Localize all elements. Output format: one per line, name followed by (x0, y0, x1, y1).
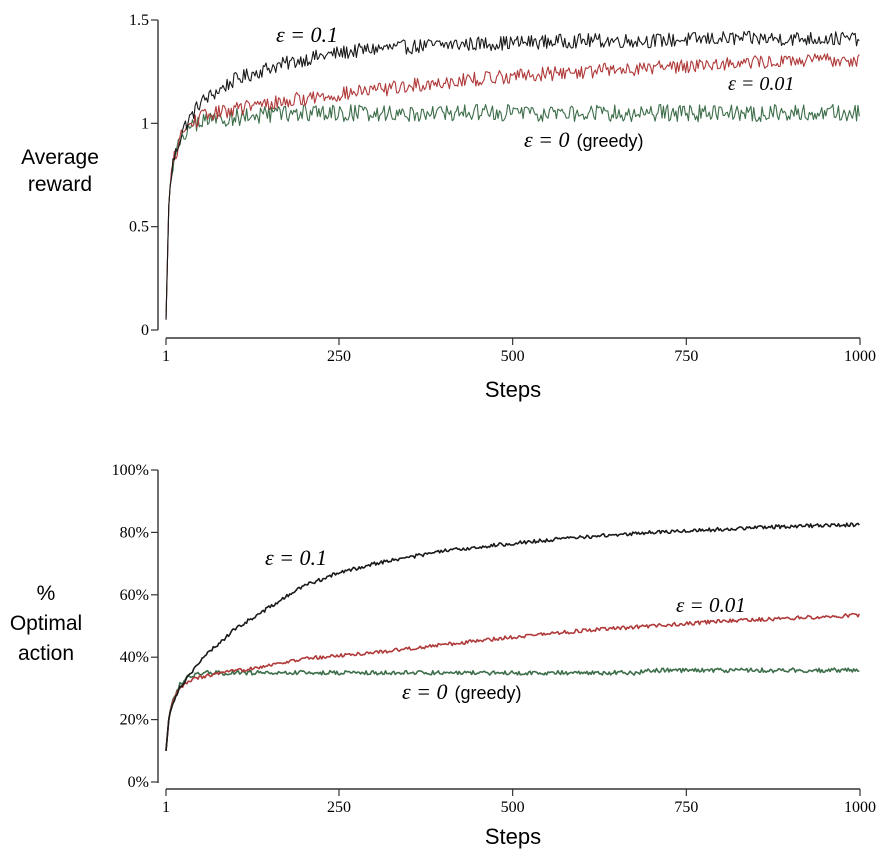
y-tick-label: 100% (112, 462, 149, 479)
series-label-eps-0.1: ε = 0.1 (265, 545, 327, 570)
x-tick-label: 750 (674, 348, 698, 365)
x-tick-label: 500 (501, 799, 525, 816)
x-tick-label: 750 (674, 799, 698, 816)
x-axis-label: Steps (485, 377, 541, 402)
series-line--0-01 (165, 53, 860, 320)
series-line--0-1 (165, 522, 860, 751)
x-axis-label: Steps (485, 824, 541, 849)
series-line--0-greedy- (165, 103, 860, 320)
y-tick-label: 80% (120, 524, 149, 541)
x-tick-label: 1000 (844, 799, 876, 816)
y-ticks: 0% 20% 40% 60% 80% 100% (112, 462, 158, 791)
series-label-eps-0.01: ε = 0.01 (676, 593, 746, 617)
y-tick-label: 40% (120, 649, 149, 666)
y-axis-label-line-2: reward (28, 173, 92, 196)
series-lines (165, 522, 861, 751)
y-axis-label-line-1: Average (21, 146, 99, 169)
average-reward-chart: 0 0.5 1 1.5 1 250 500 750 1000 Average reward S… (21, 12, 876, 402)
x-tick-label: 500 (501, 348, 525, 365)
y-ticks: 0 0.5 1 1.5 (129, 12, 158, 339)
series-label-eps-0.01: ε = 0.01 (728, 73, 794, 95)
series-label-eps-0.1: ε = 0.1 (276, 22, 338, 47)
y-axis-label-line-1: % (37, 582, 56, 605)
y-tick-label: 20% (120, 712, 149, 729)
y-axis-label-line-3: action (18, 642, 74, 665)
y-axis-label-line-2: Optimal (10, 612, 82, 635)
y-tick-label: 1 (141, 115, 149, 132)
series-line--0-01 (165, 612, 861, 751)
x-tick-label: 250 (327, 348, 351, 365)
series-lines (165, 30, 860, 320)
x-ticks: 1 250 500 750 1000 (162, 789, 876, 816)
series-label-eps-0-greedy: ε = 0 (greedy) (402, 679, 522, 704)
x-tick-label: 1 (162, 799, 170, 816)
series-line--0-1 (165, 30, 860, 320)
x-tick-label: 250 (327, 799, 351, 816)
y-tick-label: 0.5 (129, 219, 149, 236)
optimal-action-chart: 0% 20% 40% 60% 80% 100% 1 250 500 750 1000 % Opti… (10, 462, 876, 849)
y-tick-label: 0 (141, 322, 149, 339)
x-tick-label: 1000 (844, 348, 876, 365)
series-label-eps-0-greedy: ε = 0 (greedy) (524, 127, 644, 152)
y-tick-label: 60% (120, 587, 149, 604)
y-tick-label: 0% (128, 774, 149, 791)
x-ticks: 1 250 500 750 1000 (162, 338, 876, 365)
series-line--0-greedy- (165, 667, 860, 751)
x-tick-label: 1 (162, 348, 170, 365)
y-tick-label: 1.5 (129, 12, 149, 29)
